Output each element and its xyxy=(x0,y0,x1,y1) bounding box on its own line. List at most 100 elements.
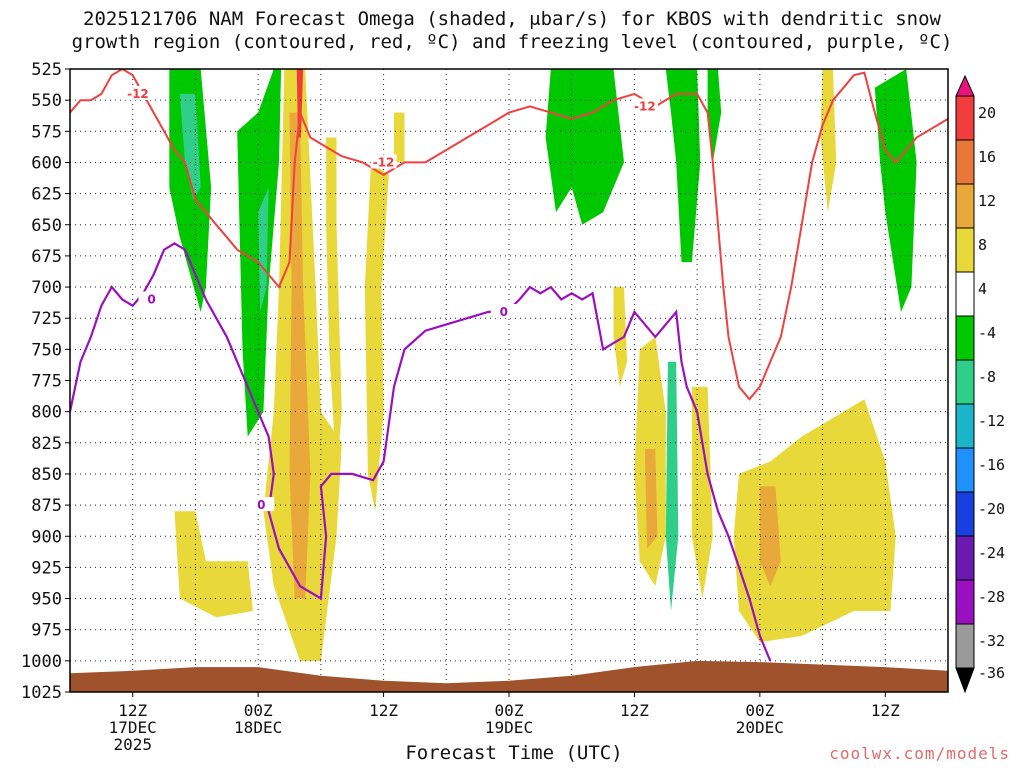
omega-region-green-spike-19z xyxy=(665,69,701,263)
y-tick-label: 525 xyxy=(31,60,62,80)
dgz-label-2-bg xyxy=(370,154,397,169)
y-tick-label: 625 xyxy=(31,185,62,205)
freezing-label-2: 0 xyxy=(257,498,265,512)
colorbar-swatch xyxy=(955,579,975,625)
terrain-surface xyxy=(70,660,948,692)
colorbar-swatch xyxy=(955,491,975,537)
colorbar-label: -36 xyxy=(978,664,1005,682)
colorbar-swatch xyxy=(955,95,975,141)
omega-shaded-regions xyxy=(169,69,917,661)
colorbar-swatch xyxy=(955,623,975,669)
freezing-label-3-bg xyxy=(490,303,517,318)
y-tick-label: 800 xyxy=(31,403,62,423)
colorbar-label: 4 xyxy=(978,280,987,298)
y-tick-label: 975 xyxy=(31,621,62,641)
dgz-label-3: -12 xyxy=(634,99,656,113)
colorbar-label: -28 xyxy=(978,588,1005,606)
omega-region-yellow-top-12z xyxy=(394,112,405,163)
dgz-contour-line xyxy=(70,69,948,401)
chart-title-line-2: growth region (contoured, red, ºC) and f… xyxy=(71,31,953,53)
colorbar-swatch xyxy=(955,315,975,361)
x-tick-label: 12Z xyxy=(369,701,398,720)
colorbar-label: 20 xyxy=(978,104,996,122)
colorbar-label: -8 xyxy=(978,368,996,386)
y-tick-label: 1000 xyxy=(21,652,62,672)
axes: 525 550 575 600 625 650 675 700 725 750 775 800 825 8… xyxy=(21,60,949,754)
x-tick-label: 17DEC xyxy=(109,718,157,737)
freezing-label-3: 0 xyxy=(500,305,508,319)
x-tick-label: 12Z xyxy=(620,701,649,720)
colorbar-swatch xyxy=(955,227,975,273)
colorbar-label: -12 xyxy=(978,412,1005,430)
x-axis-label: Forecast Time (UTC) xyxy=(405,742,623,764)
x-tick-label: 00Z xyxy=(745,701,774,720)
freezing-level-line xyxy=(70,242,772,662)
y-tick-label: 750 xyxy=(31,340,62,360)
y-tick-label: 825 xyxy=(31,434,62,454)
y-tick-label: 575 xyxy=(31,122,62,142)
omega-region-teal-lower-right xyxy=(665,361,679,611)
x-tick-label: 12Z xyxy=(871,701,900,720)
y-tick-label: 675 xyxy=(31,247,62,267)
y-tick-label: 550 xyxy=(31,91,62,111)
colorbar-swatch xyxy=(955,535,975,581)
x-tick-label: 00Z xyxy=(244,701,273,720)
omega-region-green-spike-20z xyxy=(707,69,722,163)
freezing-label-1: 0 xyxy=(147,293,155,307)
colorbar-label: 12 xyxy=(978,192,996,210)
colorbar-label: -4 xyxy=(978,324,996,342)
terrain-band xyxy=(70,660,948,692)
omega-region-green-right xyxy=(874,69,917,312)
x-tick-label: 18DEC xyxy=(234,718,282,737)
x-tick-label: 20DEC xyxy=(736,718,784,737)
colorbar-swatch xyxy=(955,403,975,449)
freezing-label-2-bg xyxy=(248,497,275,512)
contours: -12 -12 -12 0 0 0 xyxy=(70,69,948,662)
omega-region-teal-upper-left xyxy=(179,93,201,200)
omega-region-orange-core-18z xyxy=(289,112,311,599)
omega-region-yellow-column-12z xyxy=(364,162,389,512)
y-tick-label: 650 xyxy=(31,216,62,236)
omega-region-yellow-right-of-18z xyxy=(326,137,342,474)
x-tick-label: 12Z xyxy=(118,701,147,720)
colorbar-label: 16 xyxy=(978,148,996,166)
omega-region-green-upper-left xyxy=(169,69,212,312)
y-tick-label: 775 xyxy=(31,372,62,392)
colorbar: 20 16 12 8 4 -4 -8 -12 -16 -20 -24 -28 -32 -36 xyxy=(955,74,1005,694)
y-tick-label: 925 xyxy=(31,558,62,578)
y-tick-label: 600 xyxy=(31,153,62,173)
omega-region-yellow-lower-right-c xyxy=(733,399,896,643)
colorbar-label: -16 xyxy=(978,456,1005,474)
colorbar-label: 8 xyxy=(978,236,987,254)
colorbar-swatch xyxy=(955,447,975,493)
omega-region-green-upper-middle xyxy=(545,69,624,225)
colorbar-swatch xyxy=(955,183,975,229)
dgz-label-3-bg xyxy=(631,98,658,113)
colorbar-swatch xyxy=(955,359,975,405)
omega-region-yellow-right-top xyxy=(820,69,837,213)
colorbar-top-arrow xyxy=(955,74,975,97)
omega-region-yellow-mid-right xyxy=(613,287,628,387)
omega-region-teal-wave-18z xyxy=(258,187,269,312)
credit-link[interactable]: coolwx.com/models xyxy=(829,744,1010,763)
omega-region-orange-lower-right-a xyxy=(644,449,658,549)
y-tick-label: 875 xyxy=(31,496,62,516)
dgz-label-2: -12 xyxy=(373,155,395,169)
y-tick-label: 950 xyxy=(31,590,62,610)
x-tick-label: 2025 xyxy=(113,735,152,754)
colorbar-swatch xyxy=(955,271,975,317)
y-tick-label: 900 xyxy=(31,527,62,547)
y-tick-label: 1025 xyxy=(21,683,62,703)
colorbar-label: -24 xyxy=(978,544,1005,562)
colorbar-label: -20 xyxy=(978,500,1005,518)
omega-region-yellow-lower-right-b xyxy=(691,386,713,599)
x-tick-label: 00Z xyxy=(495,701,524,720)
y-tick-label: 850 xyxy=(31,465,62,485)
dgz-label-1: -12 xyxy=(127,87,149,101)
y-tick-label: 700 xyxy=(31,278,62,298)
chart-title-line-1: 2025121706 NAM Forecast Omega (shaded, μ… xyxy=(83,8,941,30)
colorbar-swatch xyxy=(955,139,975,185)
freezing-label-1-bg xyxy=(138,291,165,306)
x-tick-label: 19DEC xyxy=(485,718,533,737)
